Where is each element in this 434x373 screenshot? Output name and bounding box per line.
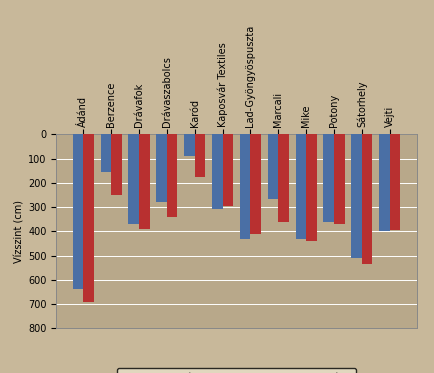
Bar xyxy=(390,134,400,230)
Bar xyxy=(379,134,390,231)
Bar xyxy=(323,134,334,222)
Bar xyxy=(156,134,167,202)
Bar xyxy=(296,134,306,239)
Bar xyxy=(101,134,111,172)
Bar xyxy=(139,134,150,229)
Bar xyxy=(212,134,223,210)
Bar xyxy=(351,134,362,258)
Bar xyxy=(73,134,83,289)
Bar xyxy=(195,134,205,177)
Bar xyxy=(268,134,278,198)
Bar xyxy=(167,134,178,217)
Bar xyxy=(184,134,195,156)
Bar xyxy=(334,134,345,224)
Bar xyxy=(111,134,122,195)
Bar xyxy=(362,134,372,264)
Bar xyxy=(223,134,233,206)
Bar xyxy=(250,134,261,233)
Y-axis label: Vízszint (cm): Vízszint (cm) xyxy=(14,200,24,263)
Bar xyxy=(128,134,139,224)
Bar xyxy=(278,134,289,222)
Bar xyxy=(83,134,94,301)
Bar xyxy=(240,134,250,239)
Bar xyxy=(306,134,317,241)
Legend: 2018. január eleje, 2018. december vége: 2018. január eleje, 2018. december vége xyxy=(117,368,356,373)
